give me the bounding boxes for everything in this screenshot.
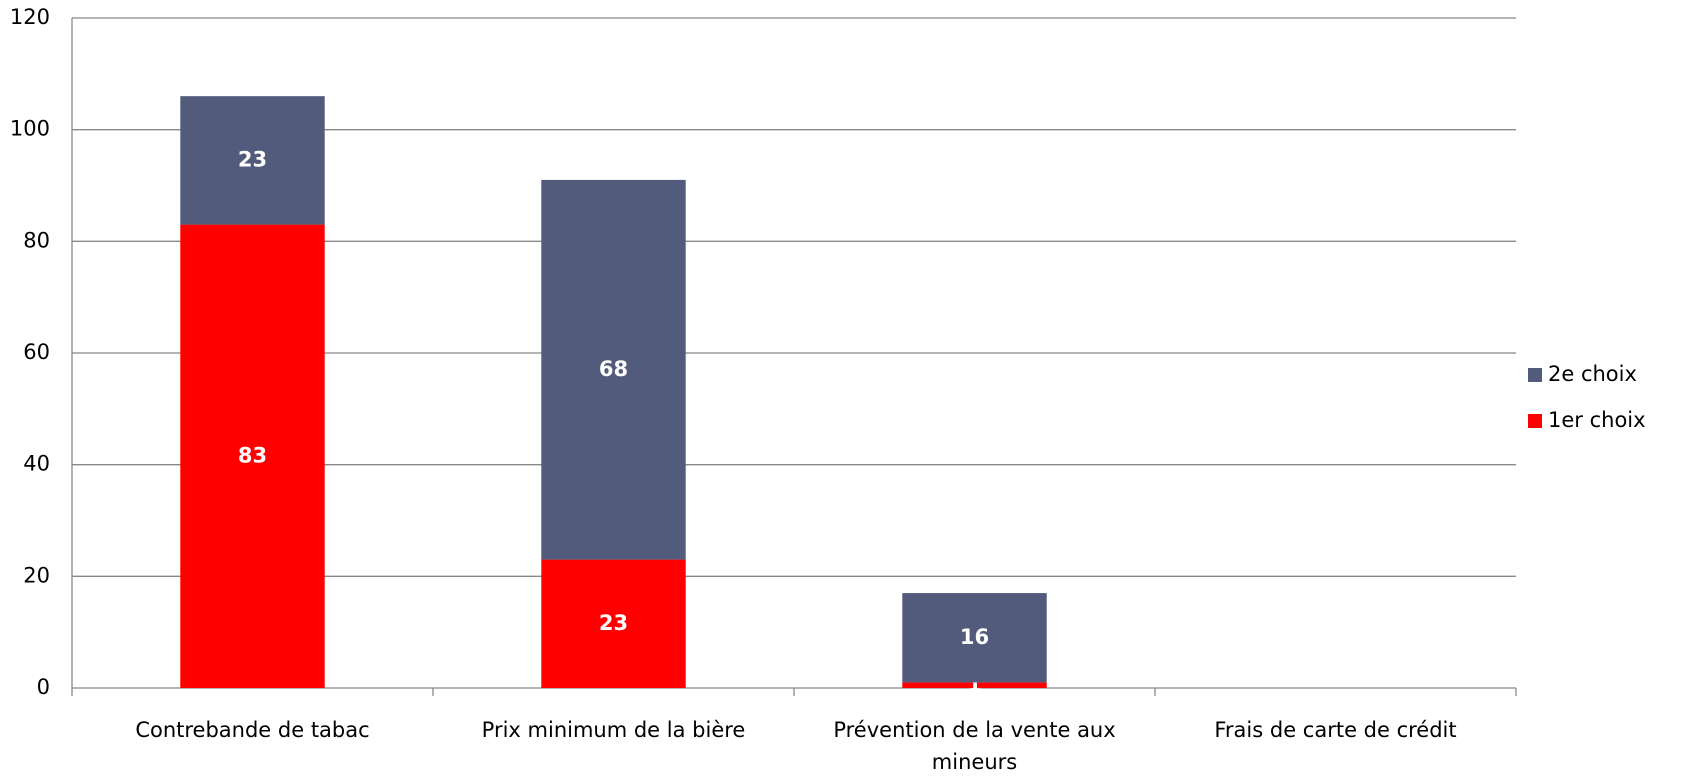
x-tick-label: Prévention de la vente aux mineurs [815,714,1135,778]
y-tick-label: 60 [23,340,50,364]
y-tick-label: 0 [37,675,50,699]
x-tick-label: Prix minimum de la bière [454,714,774,746]
x-tick-label: Frais de carte de crédit [1176,714,1496,746]
data-label: 23 [238,147,267,171]
y-tick-label: 80 [23,228,50,252]
data-label: 68 [599,357,628,381]
x-tick-label: Contrebande de tabac [93,714,413,746]
y-tick-label: 20 [23,563,50,587]
chart: 020406080100120832323681162e choix1er ch… [0,0,1694,772]
legend-label: 2e choix [1548,362,1637,386]
y-tick-label: 120 [10,5,50,29]
legend-swatch [1528,368,1542,382]
y-tick-label: 40 [23,452,50,476]
data-label: 23 [599,611,628,635]
page: 020406080100120832323681162e choix1er ch… [0,0,1694,772]
legend-label: 1er choix [1548,408,1646,432]
data-label: 83 [238,443,267,467]
y-tick-label: 100 [10,117,50,141]
data-label: 16 [960,625,989,649]
legend-swatch [1528,414,1542,428]
